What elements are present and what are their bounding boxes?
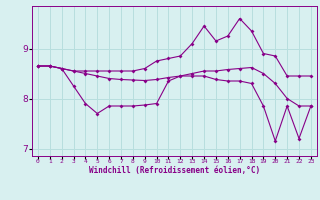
X-axis label: Windchill (Refroidissement éolien,°C): Windchill (Refroidissement éolien,°C) xyxy=(89,166,260,175)
